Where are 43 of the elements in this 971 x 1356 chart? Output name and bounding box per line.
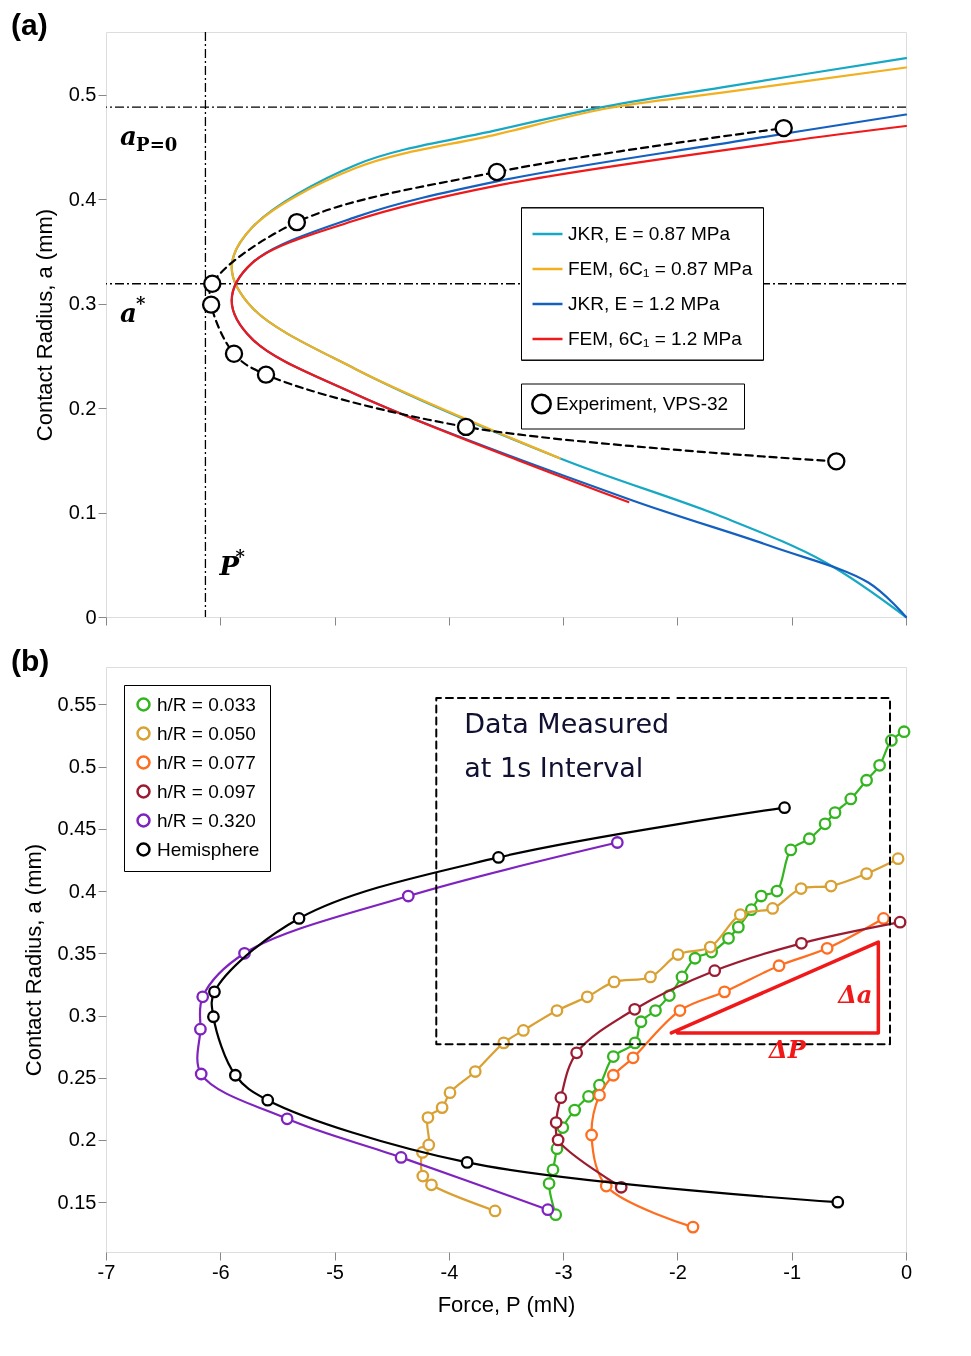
legend-label: h/R = 0.077 — [157, 751, 256, 773]
chart-title: (a) — [11, 8, 48, 42]
ref-line-label: a* — [120, 292, 147, 328]
y-tick-label: 0.3 — [68, 1004, 97, 1027]
legend-label: JKR, E = 0.87 MPa — [568, 223, 731, 244]
y-tick-label: 0.5 — [68, 83, 97, 106]
legend-label: FEM, 6C₁ = 0.87 MPa — [568, 258, 753, 279]
y-axis-title: Contact Radius, a (mm) — [20, 843, 46, 1077]
y-tick-label: 0.55 — [57, 692, 97, 715]
legend-label: FEM, 6C₁ = 1.2 MPa — [568, 328, 743, 349]
y-tick-label: 0.2 — [68, 396, 97, 419]
legend-label: JKR, E = 1.2 MPa — [568, 293, 720, 314]
x-tick-label: -5 — [326, 1260, 344, 1283]
chart-title: (b) — [11, 644, 50, 677]
y-tick-label: 0.15 — [57, 1190, 97, 1213]
x-tick-label: -6 — [211, 1260, 230, 1283]
x-tick-label: -4 — [440, 1260, 459, 1283]
y-tick-label: 0.1 — [68, 501, 97, 524]
x-tick-label: -1 — [783, 1260, 802, 1283]
y-tick-label: 0.35 — [57, 941, 97, 964]
x-tick-label: 0 — [900, 1260, 913, 1283]
legend-label: h/R = 0.033 — [157, 693, 256, 715]
x-tick-label: -3 — [554, 1260, 573, 1283]
y-tick-label: 0.5 — [68, 755, 97, 778]
legend-label: h/R = 0.050 — [157, 722, 256, 744]
legend-label: Hemisphere — [157, 838, 260, 860]
legend-label: h/R = 0.320 — [157, 809, 256, 831]
y-tick-label: 0.45 — [57, 817, 97, 840]
y-tick-label: 0.2 — [68, 1128, 97, 1151]
x-axis-title: Force, P (mN) — [437, 1291, 576, 1317]
annotation: Data Measured at 1s Interval — [464, 708, 670, 784]
y-tick-label: 0.3 — [68, 292, 97, 315]
x-tick-label: -2 — [669, 1260, 687, 1283]
y-tick-label: 0.25 — [57, 1066, 97, 1089]
annotation: Δa — [837, 980, 873, 1010]
y-axis-title: Contact Radius, a (mm) — [31, 208, 57, 442]
ref-line-label: P* — [218, 545, 246, 581]
y-tick-label: 0.4 — [68, 187, 97, 210]
y-tick-label: 0 — [85, 605, 97, 628]
x-tick-label: -7 — [97, 1260, 116, 1283]
y-tick-label: 0.4 — [68, 879, 97, 902]
legend-label: Experiment, VPS-32 — [556, 393, 729, 414]
legend-label: h/R = 0.097 — [157, 780, 256, 802]
